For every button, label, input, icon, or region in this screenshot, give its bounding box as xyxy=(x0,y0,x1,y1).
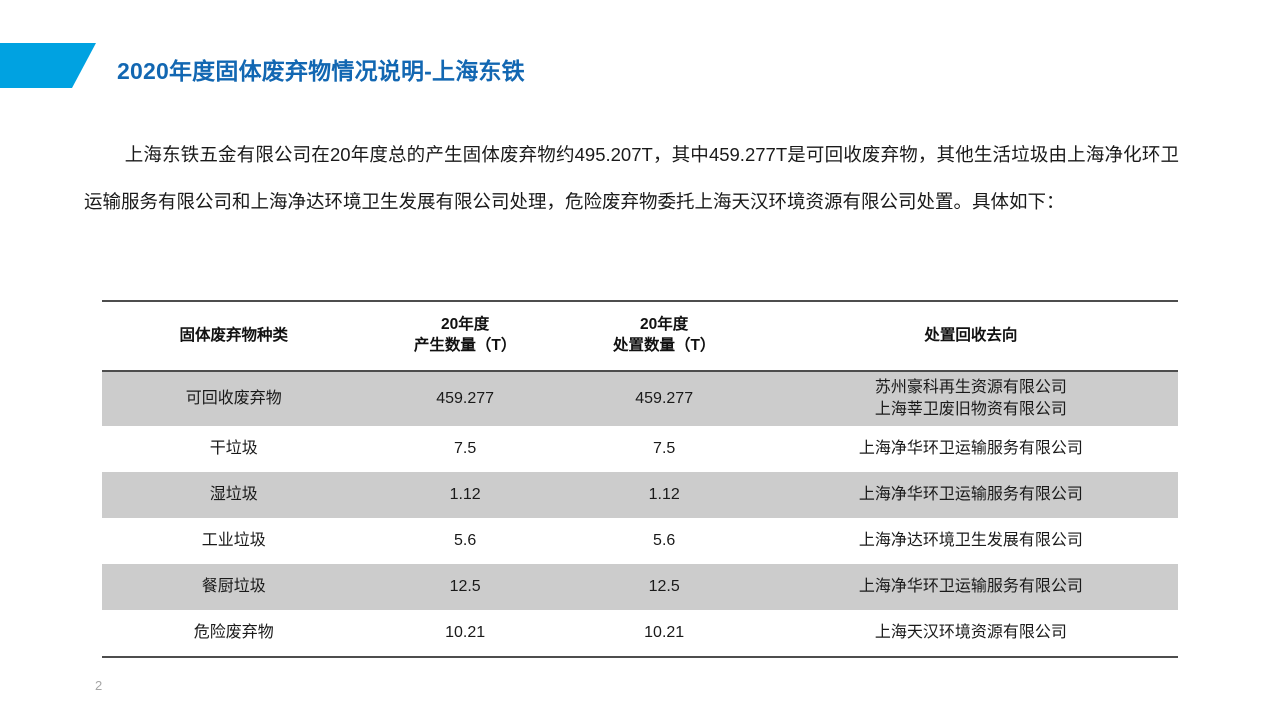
cell-destination: 上海净华环卫运输服务有限公司 xyxy=(858,440,1083,457)
waste-table: 固体废弃物种类 20年度 产生数量（T） 20年度 处置数量（T） 处置回收去向… xyxy=(102,300,1178,658)
column-header-disposed: 20年度 处置数量（T） xyxy=(565,301,764,371)
cell-destination: 苏州豪科再生资源有限公司 上海莘卫废旧物资有限公司 xyxy=(763,371,1178,426)
cell-disposed: 459.277 xyxy=(564,371,764,426)
table-row: 危险废弃物 10.21 10.21 上海天汉环境资源有限公司 xyxy=(102,610,1178,658)
cell-disposed: 12.5 xyxy=(564,564,764,610)
cell-destination: 上海天汉环境资源有限公司 xyxy=(763,610,1178,658)
cell-disposed: 5.6 xyxy=(653,532,676,549)
table-header-row: 固体废弃物种类 20年度 产生数量（T） 20年度 处置数量（T） 处置回收去向 xyxy=(102,301,1178,371)
table-row: 工业垃圾 5.6 5.6 上海净达环境卫生发展有限公司 xyxy=(102,518,1178,564)
column-header-generated-line1: 20年度 xyxy=(441,316,490,333)
table-row: 可回收废弃物 459.277 459.277 苏州豪科再生资源有限公司 上海莘卫… xyxy=(102,371,1178,426)
column-header-category-line1: 固体废弃物种类 xyxy=(179,326,289,344)
column-header-generated: 20年度 产生数量（T） xyxy=(366,301,565,371)
cell-generated: 1.12 xyxy=(365,472,565,518)
cell-category: 湿垃圾 xyxy=(102,472,366,518)
cell-disposed: 10.21 xyxy=(564,610,764,658)
column-header-generated-line2: 产生数量（T） xyxy=(413,337,517,354)
cell-generated: 5.6 xyxy=(454,532,477,549)
cell-destination-line2: 上海莘卫废旧物资有限公司 xyxy=(874,401,1067,418)
cell-category: 可回收废弃物 xyxy=(102,371,366,426)
cell-destination: 上海净达环境卫生发展有限公司 xyxy=(858,532,1083,549)
cell-generated: 7.5 xyxy=(454,440,477,457)
table-row: 湿垃圾 1.12 1.12 上海净华环卫运输服务有限公司 xyxy=(102,472,1178,518)
table-header: 固体废弃物种类 20年度 产生数量（T） 20年度 处置数量（T） 处置回收去向 xyxy=(102,301,1178,371)
cell-category: 干垃圾 xyxy=(209,440,258,457)
cell-generated: 10.21 xyxy=(365,610,565,658)
cell-destination: 上海净华环卫运输服务有限公司 xyxy=(763,472,1178,518)
cell-destination-line1: 苏州豪科再生资源有限公司 xyxy=(874,379,1067,396)
page-number: 2 xyxy=(95,678,103,693)
table-row: 餐厨垃圾 12.5 12.5 上海净华环卫运输服务有限公司 xyxy=(102,564,1178,610)
cell-generated: 12.5 xyxy=(365,564,565,610)
column-header-destination: 处置回收去向 xyxy=(764,301,1178,371)
cell-category: 危险废弃物 xyxy=(102,610,366,658)
column-header-disposed-line1: 20年度 xyxy=(640,316,689,333)
cell-category: 工业垃圾 xyxy=(201,532,266,549)
slide-header: 2020年度固体废弃物情况说明-上海东铁 xyxy=(0,0,1280,105)
intro-paragraph: 上海东铁五金有限公司在20年度总的产生固体废弃物约495.207T，其中459.… xyxy=(84,144,1179,212)
column-header-disposed-line2: 处置数量（T） xyxy=(612,337,716,354)
waste-table-container: 固体废弃物种类 20年度 产生数量（T） 20年度 处置数量（T） 处置回收去向… xyxy=(102,300,1178,658)
header-accent-shape xyxy=(0,43,96,88)
column-header-category: 固体废弃物种类 xyxy=(102,301,366,371)
cell-disposed: 7.5 xyxy=(653,440,676,457)
cell-generated: 459.277 xyxy=(365,371,565,426)
cell-category: 餐厨垃圾 xyxy=(102,564,366,610)
cell-disposed: 1.12 xyxy=(564,472,764,518)
table-row: 干垃圾 7.5 7.5 上海净华环卫运输服务有限公司 xyxy=(102,426,1178,472)
page-title: 2020年度固体废弃物情况说明-上海东铁 xyxy=(117,58,525,84)
table-body: 可回收废弃物 459.277 459.277 苏州豪科再生资源有限公司 上海莘卫… xyxy=(102,371,1178,658)
cell-destination: 上海净华环卫运输服务有限公司 xyxy=(763,564,1178,610)
column-header-destination-line1: 处置回收去向 xyxy=(924,326,1018,344)
